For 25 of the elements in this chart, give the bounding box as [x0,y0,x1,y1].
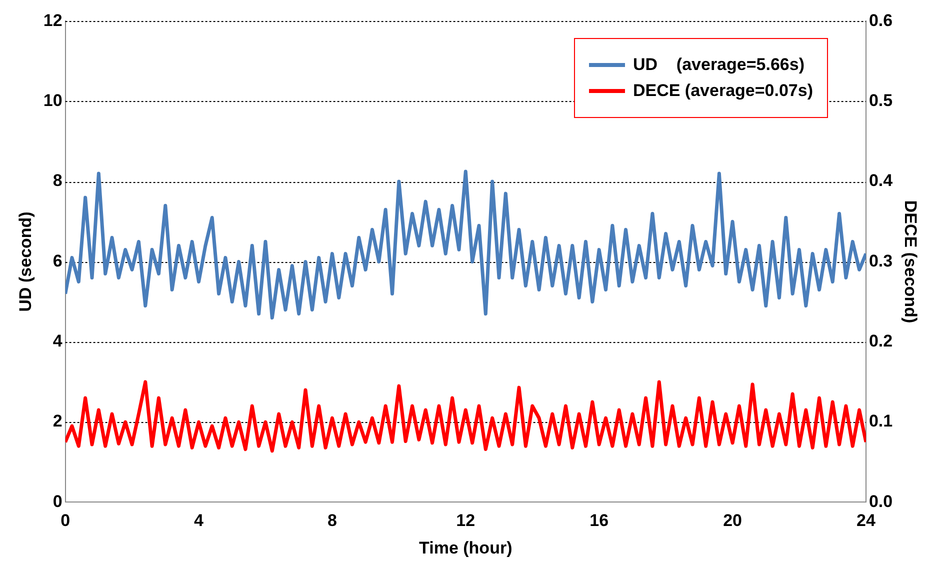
legend-label: UD (average=5.66s) [632,55,804,75]
x-tick-label: 24 [856,511,876,530]
x-tick-label: 4 [194,511,204,530]
x-tick-label: 20 [723,511,742,530]
y2-tick-label: 0.6 [868,10,893,30]
legend-label: DECE (average=0.07s) [632,81,813,101]
y-tick-label: 12 [43,10,62,30]
y2-axis-title: DECE (second) [901,200,920,324]
y2-tick-label: 0.2 [868,332,893,351]
y2-tick-label: 0.3 [868,251,893,270]
y-tick-label: 8 [52,171,62,190]
x-tick-label: 8 [327,511,337,530]
y-tick-label: 6 [52,251,62,270]
y2-tick-label: 0.4 [868,171,894,190]
y-tick-label: 10 [43,91,62,110]
x-tick-label: 12 [456,511,476,530]
y2-tick-label: 0.0 [868,492,893,511]
x-axis-title: Time (hour) [419,538,512,558]
y-axis-title: UD (second) [16,212,35,312]
y-tick-label: 0 [52,492,62,511]
y-tick-label: 4 [52,332,63,351]
y2-tick-label: 0.5 [868,91,893,110]
x-tick-label: 16 [590,511,609,530]
y-tick-label: 2 [52,412,62,431]
y2-tick-label: 0.1 [868,412,893,431]
